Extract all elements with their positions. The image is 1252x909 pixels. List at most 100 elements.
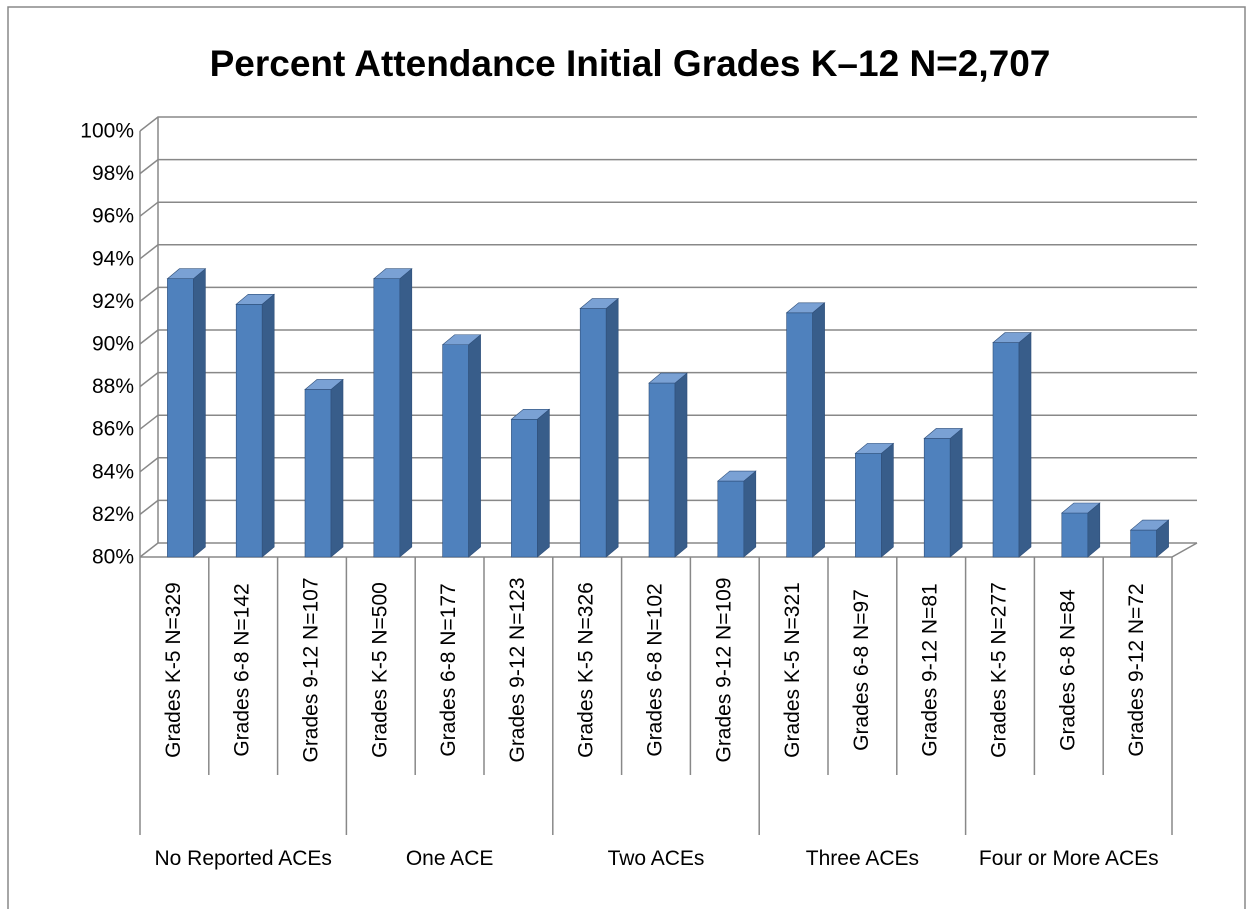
bar-face	[855, 453, 882, 558]
bar	[579, 297, 620, 558]
bar	[716, 470, 757, 558]
bar-face	[923, 438, 951, 558]
bar-face	[854, 443, 895, 454]
bar-face	[167, 278, 194, 558]
bar-face	[1129, 519, 1170, 531]
grid-line	[139, 244, 1197, 260]
x-tick-label: Grades K-5 N=277	[988, 582, 1011, 758]
bar-face	[166, 268, 207, 280]
x-tick-label: Grades 6-8 N=177	[437, 583, 460, 756]
group-label: No Reported ACEs	[154, 847, 332, 870]
chart-title: Percent Attendance Initial Grades K–12 N…	[210, 43, 1051, 84]
bar	[372, 268, 413, 558]
bar	[992, 331, 1032, 558]
x-tick-label: Grades K-5 N=326	[575, 582, 598, 758]
bar-face	[372, 268, 413, 280]
grid-line	[139, 286, 1197, 302]
bar	[441, 334, 482, 558]
grid-line	[139, 499, 1197, 515]
x-tick-label: Grades 6-8 N=142	[231, 583, 254, 756]
bar-face	[992, 342, 1020, 558]
bar	[923, 427, 964, 558]
bar	[235, 293, 276, 558]
x-tick-label: Grades K-5 N=321	[781, 582, 804, 758]
bar-face	[881, 442, 894, 558]
group-label: Two ACEs	[607, 847, 705, 870]
bar-face	[441, 334, 482, 346]
y-tick-label: 90%	[92, 333, 134, 356]
bar-face	[949, 427, 963, 558]
bar-face	[785, 302, 826, 314]
bar-face	[330, 378, 344, 558]
bar-face	[468, 334, 481, 558]
grid-line	[139, 542, 1197, 558]
bar-face	[717, 480, 745, 558]
bar-face	[304, 389, 332, 558]
bar	[1129, 519, 1170, 558]
grid-line	[139, 329, 1197, 345]
grid-line	[139, 457, 1197, 473]
bar-face	[579, 308, 607, 558]
y-tick-label: 80%	[92, 546, 134, 569]
bar	[1060, 502, 1101, 558]
x-tick-label: Grades 9-12 N=81	[919, 583, 942, 756]
x-tick-label: Grades K-5 N=500	[368, 582, 391, 758]
bar-face	[716, 470, 757, 482]
bar-face	[743, 470, 757, 558]
chart-border	[7, 6, 1246, 909]
bar-face	[235, 303, 263, 558]
bar-face	[304, 379, 344, 390]
y-tick-label: 86%	[92, 418, 134, 441]
bar-face	[992, 332, 1032, 343]
grid-line	[139, 371, 1197, 388]
grid-line	[139, 116, 1197, 132]
bar-face	[235, 293, 276, 305]
x-tick-label: Grades 6-8 N=84	[1056, 589, 1079, 751]
x-tick-label: Grades 9-12 N=72	[1125, 583, 1148, 756]
bar	[304, 378, 344, 558]
bar-face	[373, 278, 401, 558]
x-tick-label: Grades K-5 N=329	[162, 582, 185, 758]
y-tick-label: 84%	[92, 460, 134, 483]
bar	[785, 302, 826, 558]
bar-face	[193, 268, 206, 558]
y-tick-label: 98%	[92, 162, 134, 185]
bar	[854, 442, 895, 558]
y-tick-label: 82%	[92, 503, 134, 526]
grid-line	[139, 414, 1197, 430]
x-tick-label: Grades 6-8 N=102	[644, 583, 667, 756]
bar-face	[605, 297, 619, 558]
bar-face	[648, 372, 688, 384]
bar-face	[537, 408, 550, 558]
bar-face	[674, 372, 688, 558]
grid-line	[139, 201, 1197, 217]
bar-face	[1061, 512, 1089, 558]
bar-face	[1060, 502, 1101, 514]
bar-face	[812, 302, 825, 558]
group-label: One ACE	[405, 847, 494, 870]
y-tick-label: 94%	[92, 247, 134, 270]
bar-face	[579, 298, 620, 309]
bar-face	[1130, 529, 1157, 558]
bar	[166, 268, 207, 558]
bar	[648, 372, 688, 558]
bar-face	[442, 344, 469, 558]
group-label: Four or More ACEs	[978, 847, 1159, 870]
x-tick-label: Grades 9-12 N=107	[300, 577, 323, 762]
bar-face	[399, 268, 413, 558]
x-tick-label: Grades 9-12 N=109	[712, 577, 735, 762]
bar-face	[648, 382, 676, 558]
y-tick-label: 100%	[80, 120, 134, 143]
x-tick-label: Grades 6-8 N=97	[850, 589, 873, 751]
bar-face	[510, 408, 551, 420]
bar-face	[923, 428, 964, 439]
bar-face	[786, 312, 813, 558]
bar-face	[261, 293, 275, 558]
x-tick-label: Grades 9-12 N=123	[506, 577, 529, 762]
y-tick-label: 88%	[92, 375, 134, 398]
bar-face	[511, 418, 538, 558]
bar-face	[1018, 331, 1032, 558]
y-tick-label: 96%	[92, 205, 134, 228]
group-label: Three ACEs	[805, 847, 919, 870]
